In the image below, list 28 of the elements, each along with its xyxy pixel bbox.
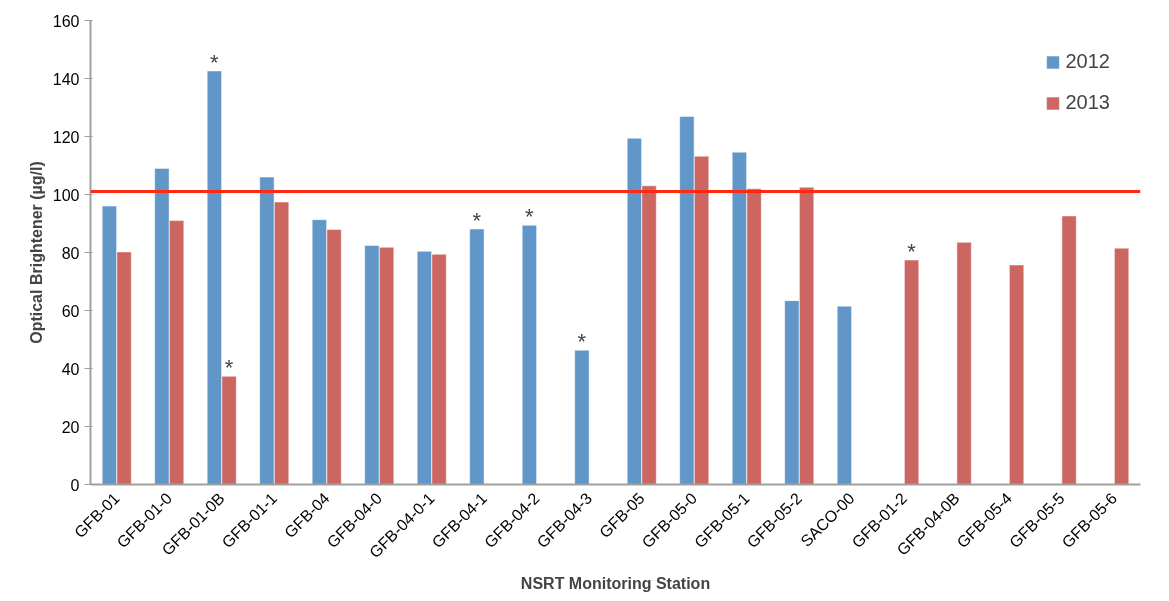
legend-label: 2012: [1065, 50, 1110, 73]
annotation: *: [210, 49, 220, 75]
bar: [1114, 247, 1130, 485]
bar: [1061, 215, 1077, 485]
bar: [1009, 264, 1025, 485]
y-tick-label: 100: [52, 186, 80, 204]
y-axis-title: Optical Brightener (µg/l): [27, 161, 45, 344]
y-tick-label: 60: [61, 302, 80, 320]
bar: [956, 242, 972, 485]
bar: [574, 349, 590, 485]
bar: [521, 224, 537, 485]
bar: [904, 259, 920, 485]
legend-label: 2013: [1065, 91, 1110, 114]
y-tick-label: 160: [52, 12, 80, 30]
annotation: *: [525, 204, 535, 230]
annotation: *: [472, 208, 482, 234]
y-tick-label: 0: [70, 476, 80, 494]
y-tick-label: 40: [61, 360, 80, 378]
y-tick-label: 120: [52, 128, 80, 146]
y-tick-label: 140: [52, 70, 80, 88]
bar: [836, 305, 852, 485]
annotation: *: [224, 355, 234, 381]
x-axis-title: NSRT Monitoring Station: [520, 575, 711, 593]
y-tick-label: 20: [61, 418, 80, 436]
annotation: *: [577, 329, 587, 355]
y-tick-label: 80: [61, 244, 80, 262]
annotation: *: [907, 239, 917, 265]
bar: [469, 228, 485, 485]
